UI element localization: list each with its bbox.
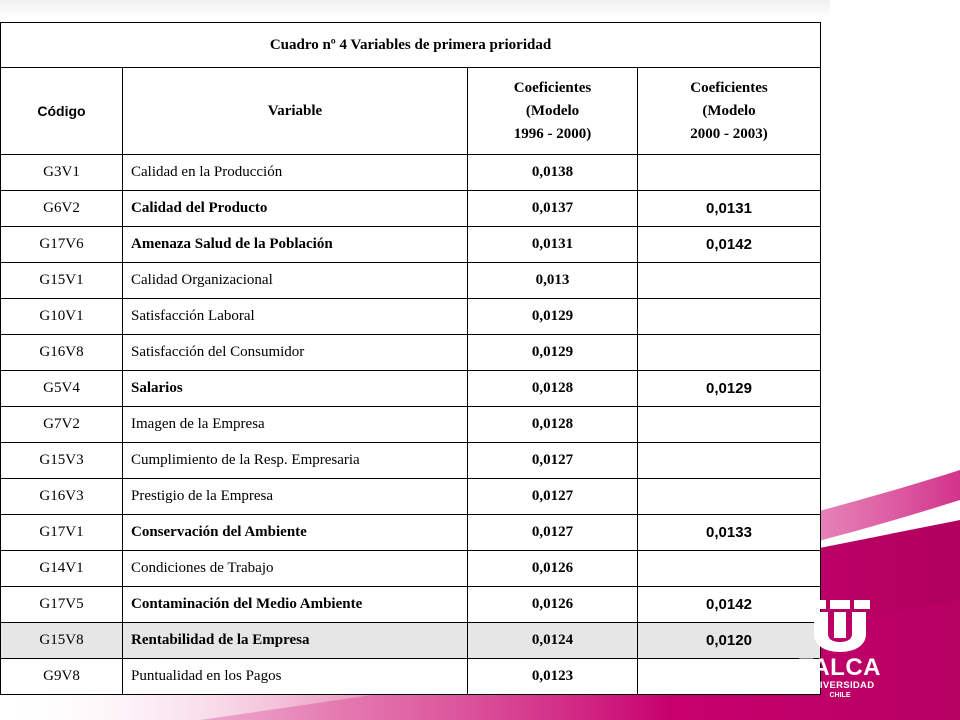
cell-coef-1996-2000: 0,0128: [467, 406, 638, 443]
cell-coef-2000-2003: 0,0131: [637, 190, 821, 227]
header-variable: Variable: [122, 67, 468, 155]
cell-variable: Condiciones de Trabajo: [122, 550, 468, 587]
cell-coef-1996-2000: 0,0123: [467, 658, 638, 695]
header-coef1-line1: Coeficientes: [513, 79, 592, 96]
cell-code: G9V8: [0, 658, 123, 695]
table-row: G7V2 Imagen de la Empresa 0,0128: [0, 406, 821, 443]
cell-coef-2000-2003: [637, 334, 821, 371]
cell-coef-2000-2003: 0,0120: [637, 622, 821, 659]
logo-subtitle: UNIVERSIDAD: [805, 680, 875, 691]
cell-coef-2000-2003: [637, 550, 821, 587]
cell-variable: Salarios: [122, 370, 468, 407]
cell-code: G17V6: [0, 226, 123, 263]
cell-coef-2000-2003: [637, 478, 821, 515]
header-code: Código: [0, 67, 123, 155]
cell-variable: Satisfacción del Consumidor: [122, 334, 468, 371]
cell-coef-1996-2000: 0,0131: [467, 226, 638, 263]
table-row: G15V8 Rentabilidad de la Empresa 0,0124 …: [0, 622, 821, 659]
cell-coef-2000-2003: 0,0142: [637, 226, 821, 263]
cell-coef-2000-2003: [637, 658, 821, 695]
table-row: G17V6 Amenaza Salud de la Población 0,01…: [0, 226, 821, 263]
cell-variable: Amenaza Salud de la Población: [122, 226, 468, 263]
cell-coef-1996-2000: 0,0137: [467, 190, 638, 227]
header-coef2-line2: (Modelo: [702, 102, 756, 119]
header-coef-1996-2000: Coeficientes (Modelo 1996 - 2000): [467, 67, 638, 155]
cell-coef-1996-2000: 0,0129: [467, 334, 638, 371]
table-row: G17V5 Contaminación del Medio Ambiente 0…: [0, 586, 821, 623]
cell-coef-1996-2000: 0,0127: [467, 478, 638, 515]
cell-code: G14V1: [0, 550, 123, 587]
cell-coef-1996-2000: 0,0124: [467, 622, 638, 659]
table-row: G16V3 Prestigio de la Empresa 0,0127: [0, 478, 821, 515]
cell-coef-1996-2000: 0,0126: [467, 550, 638, 587]
cell-code: G5V4: [0, 370, 123, 407]
table-row: G16V8 Satisfacción del Consumidor 0,0129: [0, 334, 821, 371]
header-coef-2000-2003: Coeficientes (Modelo 2000 - 2003): [637, 67, 821, 155]
cell-coef-1996-2000: 0,0128: [467, 370, 638, 407]
cell-coef-2000-2003: [637, 406, 821, 443]
cell-coef-1996-2000: 0,0127: [467, 442, 638, 479]
cell-code: G15V3: [0, 442, 123, 479]
table-row: G15V1 Calidad Organizacional 0,013: [0, 262, 821, 299]
cell-coef-2000-2003: 0,0129: [637, 370, 821, 407]
cell-coef-1996-2000: 0,0138: [467, 154, 638, 191]
cell-coef-2000-2003: [637, 262, 821, 299]
header-coef2-line3: 2000 - 2003): [690, 125, 768, 142]
cell-variable: Conservación del Ambiente: [122, 514, 468, 551]
cell-code: G10V1: [0, 298, 123, 335]
cell-variable: Rentabilidad de la Empresa: [122, 622, 468, 659]
cell-coef-2000-2003: [637, 298, 821, 335]
table-row: G6V2 Calidad del Producto 0,0137 0,0131: [0, 190, 821, 227]
cell-code: G15V8: [0, 622, 123, 659]
cell-variable: Calidad en la Producción: [122, 154, 468, 191]
cell-code: G16V8: [0, 334, 123, 371]
header-coef1-line2: (Modelo: [525, 102, 580, 119]
table-row: G9V8 Puntualidad en los Pagos 0,0123: [0, 658, 821, 695]
table-row: G14V1 Condiciones de Trabajo 0,0126: [0, 550, 821, 587]
cell-coef-2000-2003: [637, 442, 821, 479]
priority-variables-table: Cuadro nº 4 Variables de primera priorid…: [0, 22, 821, 695]
logo-name: TALCA: [798, 654, 882, 681]
header-coef1-line3: 1996 - 2000): [513, 125, 592, 142]
talca-emblem-icon: [810, 600, 870, 652]
cell-variable: Satisfacción Laboral: [122, 298, 468, 335]
cell-code: G16V3: [0, 478, 123, 515]
table-row: G10V1 Satisfacción Laboral 0,0129: [0, 298, 821, 335]
cell-variable: Prestigio de la Empresa: [122, 478, 468, 515]
top-bar: [0, 0, 830, 18]
cell-variable: Puntualidad en los Pagos: [122, 658, 468, 695]
universidad-talca-logo: TALCA UNIVERSIDAD CHILE: [790, 600, 890, 710]
header-coef2-line1: Coeficientes: [690, 79, 768, 96]
cell-variable: Contaminación del Medio Ambiente: [122, 586, 468, 623]
cell-code: G17V1: [0, 514, 123, 551]
cell-coef-2000-2003: [637, 154, 821, 191]
cell-code: G3V1: [0, 154, 123, 191]
cell-coef-1996-2000: 0,013: [467, 262, 638, 299]
table-row: G15V3 Cumplimiento de la Resp. Empresari…: [0, 442, 821, 479]
cell-code: G6V2: [0, 190, 123, 227]
cell-coef-1996-2000: 0,0127: [467, 514, 638, 551]
cell-code: G15V1: [0, 262, 123, 299]
table-row: G17V1 Conservación del Ambiente 0,0127 0…: [0, 514, 821, 551]
cell-code: G7V2: [0, 406, 123, 443]
table-title: Cuadro nº 4 Variables de primera priorid…: [0, 22, 821, 68]
table-row: G3V1 Calidad en la Producción 0,0138: [0, 154, 821, 191]
cell-coef-2000-2003: 0,0133: [637, 514, 821, 551]
cell-coef-1996-2000: 0,0126: [467, 586, 638, 623]
logo-country: CHILE: [829, 692, 851, 699]
table-row: G5V4 Salarios 0,0128 0,0129: [0, 370, 821, 407]
cell-coef-1996-2000: 0,0129: [467, 298, 638, 335]
cell-variable: Cumplimiento de la Resp. Empresaria: [122, 442, 468, 479]
cell-variable: Calidad del Producto: [122, 190, 468, 227]
cell-code: G17V5: [0, 586, 123, 623]
cell-variable: Calidad Organizacional: [122, 262, 468, 299]
cell-coef-2000-2003: 0,0142: [637, 586, 821, 623]
cell-variable: Imagen de la Empresa: [122, 406, 468, 443]
